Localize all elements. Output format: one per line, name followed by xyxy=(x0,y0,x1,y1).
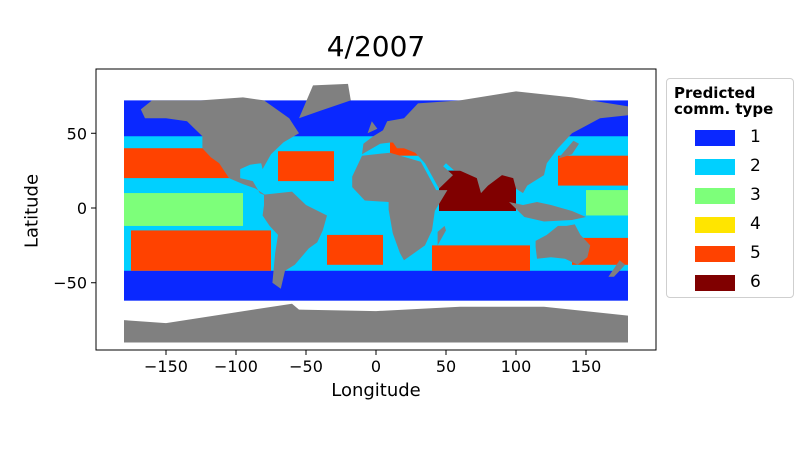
ocean-type5-region xyxy=(432,245,530,271)
north-america-landmass xyxy=(140,97,299,196)
legend-label: 5 xyxy=(750,243,761,263)
ocean-type5-region xyxy=(558,155,628,186)
y-tick-label: −50 xyxy=(53,274,87,293)
x-tick-label: 0 xyxy=(371,357,381,376)
x-tick-label: −50 xyxy=(289,357,323,376)
y-axis-label: Latitude xyxy=(21,173,43,249)
y-axis: 50 0 −50 xyxy=(53,124,96,293)
legend-item: 3 xyxy=(695,185,791,205)
legend-label: 1 xyxy=(750,127,761,147)
x-tick-label: −150 xyxy=(144,357,188,376)
madagascar-landmass xyxy=(437,225,446,246)
y-tick-label: 50 xyxy=(67,124,87,143)
map-layer xyxy=(124,83,628,343)
legend-item: 6 xyxy=(695,272,791,292)
ocean-type5-region xyxy=(131,230,271,271)
legend-label: 2 xyxy=(750,156,761,176)
x-tick-label: −100 xyxy=(214,357,258,376)
eurasia-landmass xyxy=(362,91,628,194)
legend-swatch xyxy=(695,188,735,204)
legend-label: 3 xyxy=(750,185,761,205)
australia-landmass xyxy=(535,224,591,265)
japan-landmass xyxy=(558,140,579,159)
chart-title: 4/2007 xyxy=(326,30,426,63)
ocean-type5-region xyxy=(327,234,383,265)
legend-swatch xyxy=(695,159,735,175)
legend-swatch xyxy=(695,246,735,262)
legend-swatch xyxy=(695,275,735,291)
x-axis-label: Longitude xyxy=(331,380,421,401)
x-tick-label: 150 xyxy=(571,357,602,376)
legend-swatch xyxy=(695,130,735,146)
x-axis: −150 −100 −50 0 50 100 150 xyxy=(144,350,601,376)
britain-landmass xyxy=(367,121,378,134)
antarctica-landmass xyxy=(124,303,628,343)
ocean-type5-region xyxy=(278,151,334,182)
ocean-type3-region xyxy=(124,193,243,226)
legend-item: 5 xyxy=(695,243,791,263)
south-america-landmass xyxy=(262,191,327,289)
greenland-landmass xyxy=(299,83,351,119)
legend-item: 2 xyxy=(695,156,791,176)
legend-item: 1 xyxy=(695,127,791,147)
legend-label: 4 xyxy=(750,214,761,234)
legend: Predicted comm. type 1 2 3 4 5 6 xyxy=(666,78,794,298)
legend-title: Predicted comm. type xyxy=(674,84,774,118)
legend-item: 4 xyxy=(695,214,791,234)
y-tick-label: 0 xyxy=(77,199,87,218)
new-zealand-landmass xyxy=(608,260,626,277)
x-tick-label: 50 xyxy=(436,357,456,376)
africa-landmass xyxy=(352,152,448,261)
legend-label: 6 xyxy=(750,272,761,292)
x-tick-label: 100 xyxy=(501,357,532,376)
legend-swatch xyxy=(695,217,735,233)
indonesia-landmass xyxy=(509,202,586,222)
ocean-type3-region xyxy=(586,190,628,216)
